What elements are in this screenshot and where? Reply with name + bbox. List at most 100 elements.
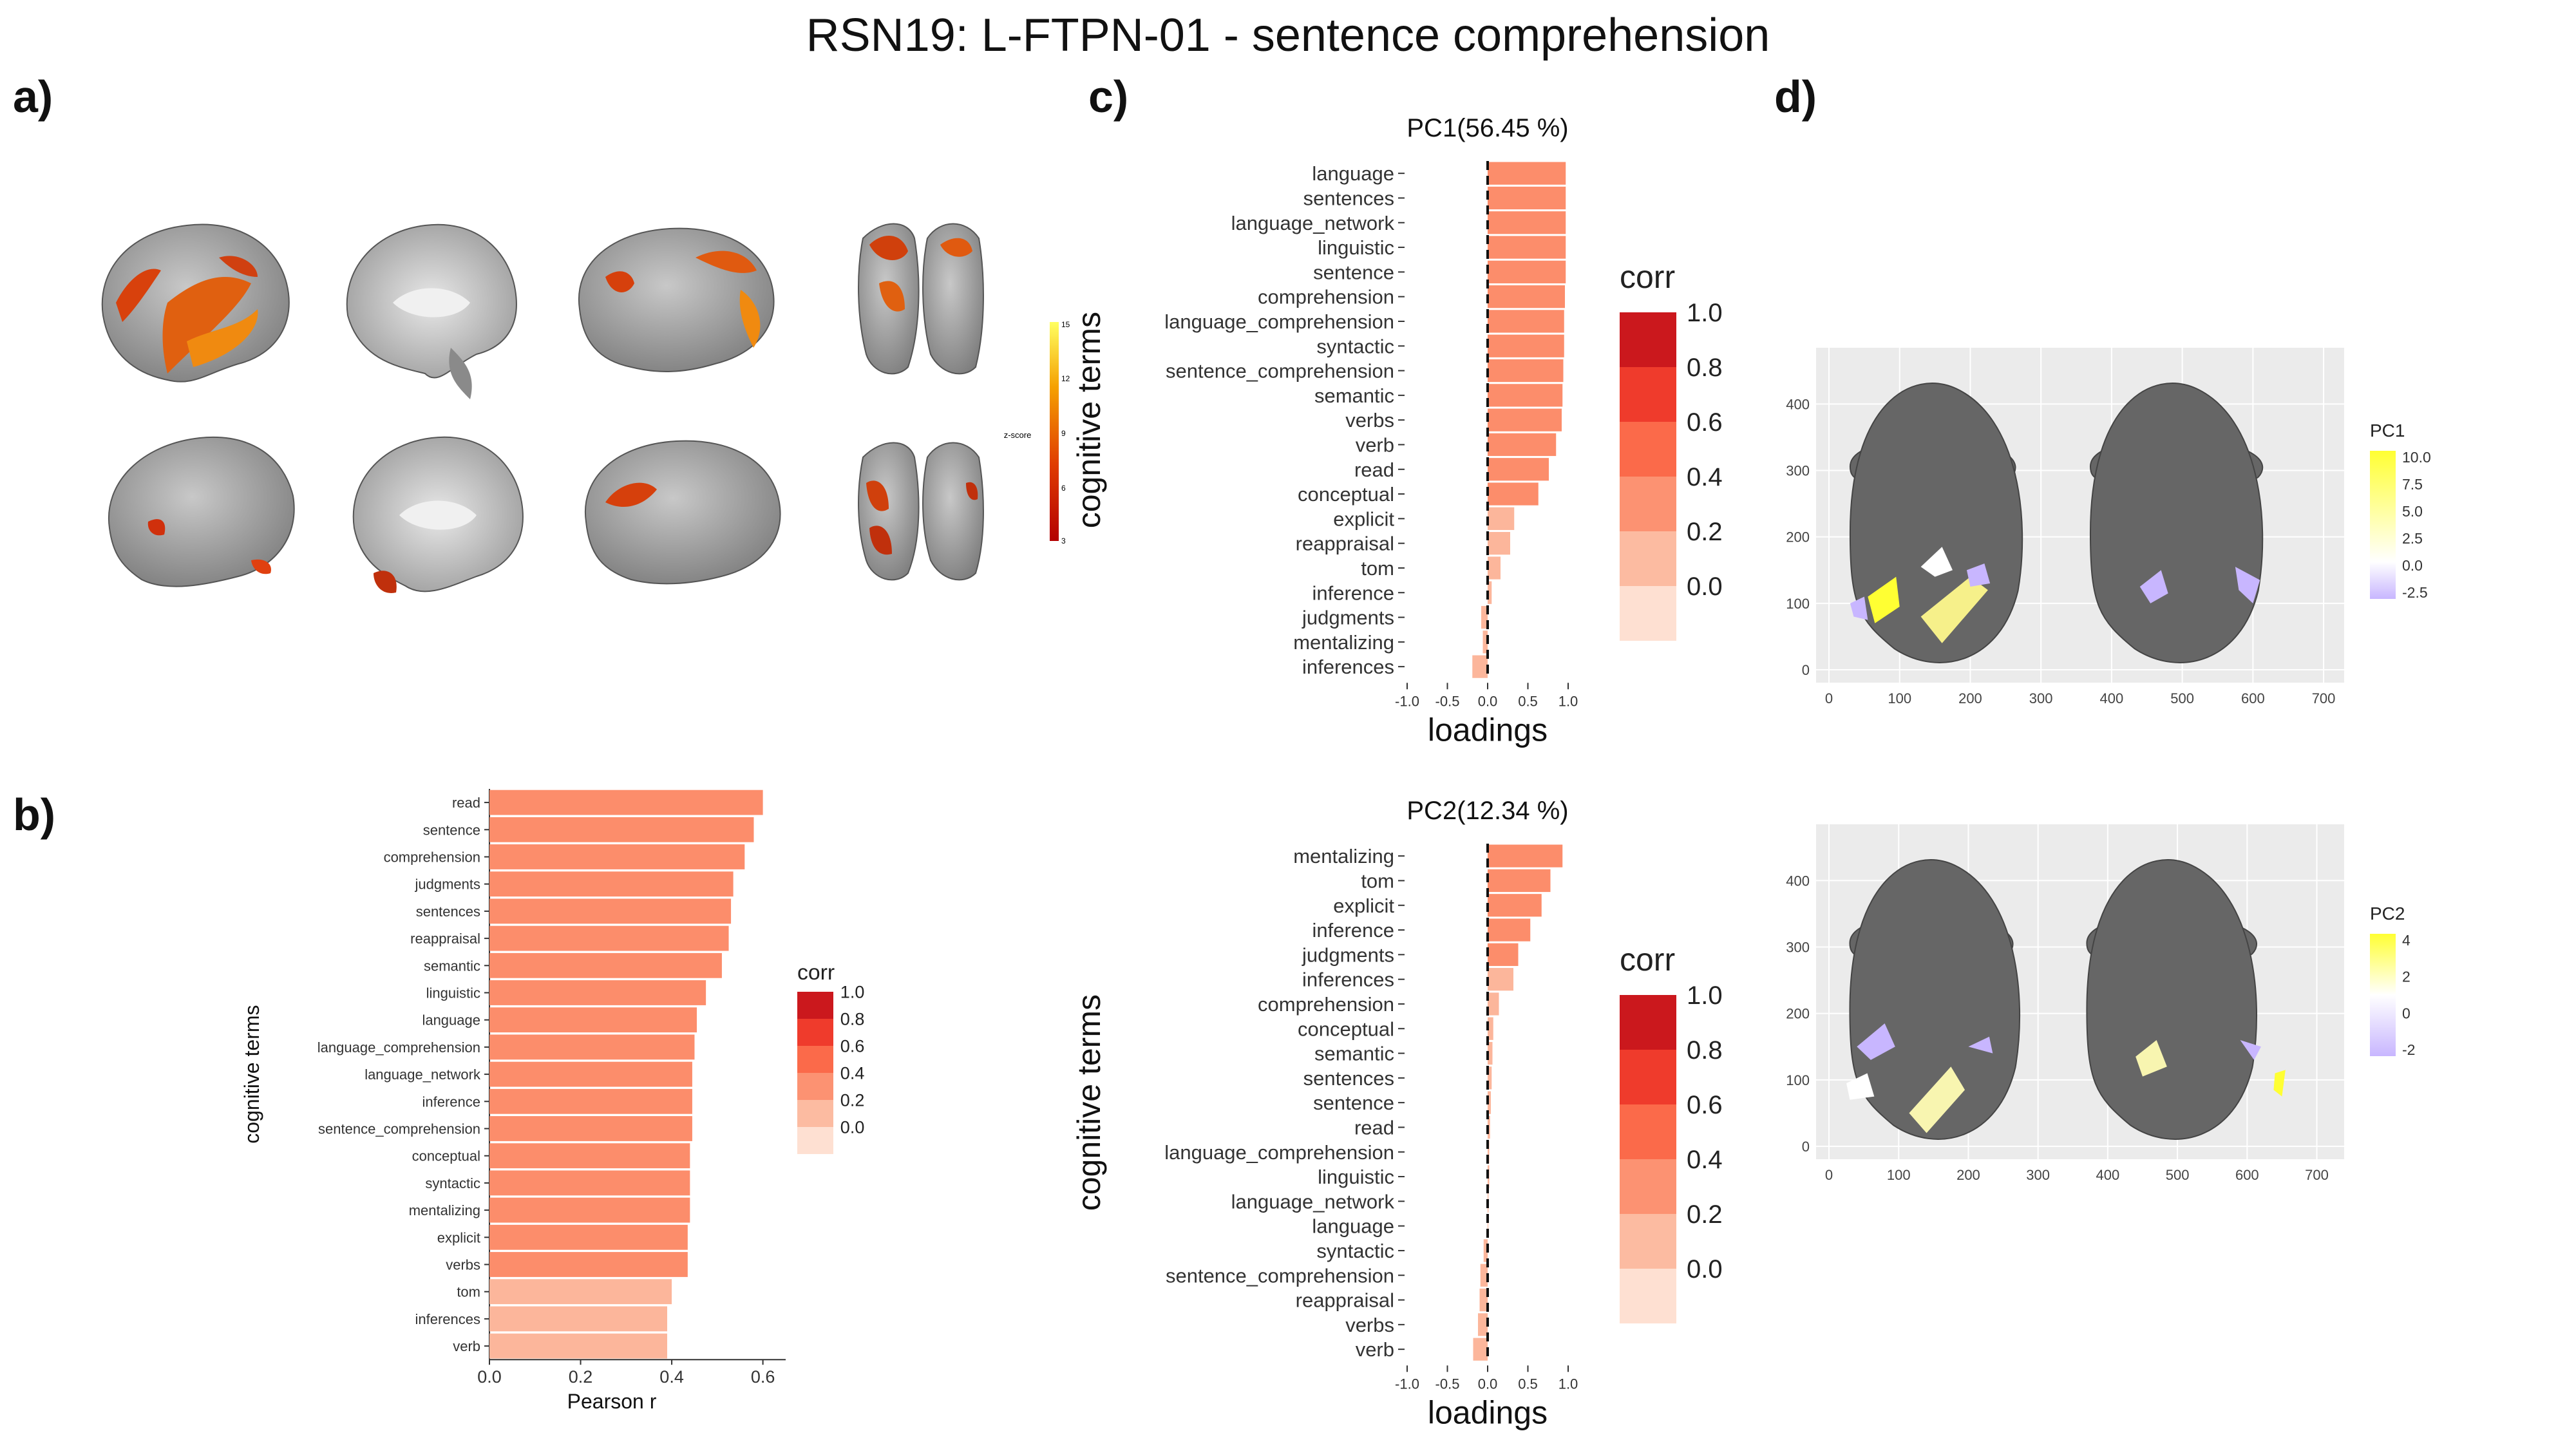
- zscore-tick-9: 9: [1061, 429, 1066, 438]
- bar: [1488, 310, 1564, 333]
- legend-label: 0.6: [1687, 408, 1723, 437]
- category-label: tom: [1361, 557, 1394, 580]
- bar: [489, 1279, 672, 1305]
- y-tick-label: 200: [1786, 1006, 1810, 1022]
- category-label: mentalizing: [1293, 631, 1394, 654]
- bar: [1488, 236, 1566, 259]
- zscore-tick-6: 6: [1061, 484, 1066, 493]
- brain-medial-right-top: [578, 227, 775, 372]
- bar: [489, 1034, 695, 1060]
- x-tick-label: 0.2: [569, 1367, 593, 1387]
- legend-swatch: [1620, 422, 1676, 477]
- category-label: verbs: [446, 1257, 480, 1273]
- bar: [489, 844, 745, 869]
- bar: [1488, 260, 1566, 283]
- category-label: judgments: [1302, 607, 1394, 629]
- bar: [1488, 992, 1499, 1016]
- region-high: [2136, 1039, 2167, 1077]
- legend-label: 0.2: [1687, 1200, 1723, 1229]
- region-high: [2273, 1070, 2286, 1097]
- zscore-tick-3: 3: [1061, 536, 1066, 545]
- zscore-tick-12: 12: [1061, 374, 1070, 383]
- category-label: explicit: [1333, 895, 1394, 917]
- legend-label: 0.4: [1687, 463, 1723, 491]
- category-label: verbs: [1345, 409, 1394, 431]
- category-label: verb: [1356, 433, 1394, 456]
- bar: [1483, 1239, 1488, 1262]
- category-label: read: [452, 795, 480, 811]
- legend-swatch: [797, 1073, 833, 1100]
- legend-label: 10.0: [2402, 449, 2431, 466]
- chart-title: PC1(56.45 %): [1406, 114, 1568, 142]
- bar: [1488, 433, 1557, 457]
- bar: [1488, 507, 1515, 530]
- x-tick-label: 100: [1888, 690, 1911, 706]
- y-tick-label: 400: [1786, 873, 1810, 889]
- legend-label: -2: [2402, 1041, 2415, 1058]
- bar: [1488, 285, 1565, 308]
- x-tick-label: -0.5: [1435, 1376, 1460, 1392]
- category-label: explicit: [1333, 507, 1394, 530]
- legend-swatch: [797, 1019, 833, 1046]
- zscore-label: z-score: [1004, 430, 1032, 440]
- legend-label: 0.6: [840, 1036, 865, 1056]
- category-label: sentences: [416, 904, 480, 920]
- y-tick-label: 400: [1786, 396, 1810, 412]
- category-label: mentalizing: [1293, 845, 1394, 867]
- x-tick-label: 100: [1887, 1167, 1911, 1183]
- category-label: linguistic: [1318, 1166, 1394, 1188]
- bar: [1488, 556, 1501, 580]
- category-label: semantic: [1314, 384, 1394, 407]
- category-label: conceptual: [412, 1148, 480, 1164]
- bar: [1480, 1264, 1488, 1287]
- legend-swatch: [797, 1046, 833, 1073]
- x-tick-label: 1.0: [1558, 1376, 1578, 1392]
- x-axis-title: loadings: [1428, 712, 1548, 748]
- legend-title: PC1: [2370, 421, 2405, 440]
- figure-title: RSN19: L-FTPN-01 - sentence comprehensio…: [806, 10, 1770, 61]
- legend-label: 4: [2402, 932, 2410, 949]
- brain-medial-slice-bottom: [352, 436, 524, 593]
- x-tick-label: 500: [2166, 1167, 2190, 1183]
- bar: [489, 1007, 697, 1033]
- x-tick-label: 300: [2026, 1167, 2050, 1183]
- panel-a-brain-maps: z-score 15 12 9 6 3: [101, 223, 1070, 593]
- category-label: reappraisal: [410, 931, 480, 947]
- region-low: [1968, 1036, 1993, 1054]
- x-tick-label: 0.0: [1478, 1376, 1498, 1392]
- legend-label: 1.0: [1687, 299, 1723, 327]
- category-label: inferences: [1302, 656, 1394, 678]
- legend-swatch: [1620, 477, 1676, 531]
- x-tick-label: 700: [2312, 690, 2336, 706]
- category-label: language_comprehension: [317, 1039, 480, 1056]
- category-label: comprehension: [1258, 286, 1394, 308]
- legend-label: 2: [2402, 969, 2410, 985]
- category-label: conceptual: [1298, 1018, 1394, 1040]
- x-tick-label: 0.5: [1518, 1376, 1538, 1392]
- category-label: language: [1312, 1215, 1394, 1238]
- category-label: sentence_comprehension: [1166, 360, 1394, 383]
- region-low: [2235, 567, 2260, 603]
- category-label: semantic: [424, 958, 480, 974]
- bar: [489, 1061, 692, 1087]
- x-tick-label: 200: [1956, 1167, 1980, 1183]
- panel-label-b: b): [13, 790, 56, 840]
- legend-swatch: [1620, 367, 1676, 422]
- bar: [1478, 1313, 1488, 1336]
- legend-label: 0.8: [1687, 1036, 1723, 1065]
- legend-label: 0.8: [840, 1009, 865, 1028]
- legend-colorbar: [2370, 451, 2396, 599]
- bar: [489, 1252, 688, 1277]
- bar: [1488, 384, 1563, 407]
- category-label: language_comprehension: [1164, 1141, 1394, 1164]
- brain-medial-left-bottom: [584, 440, 781, 585]
- category-label: linguistic: [1318, 236, 1394, 259]
- brain-surface: [2089, 383, 2264, 663]
- x-tick-label: -0.5: [1435, 693, 1460, 709]
- zscore-tick-15: 15: [1061, 320, 1070, 329]
- bar: [489, 1197, 690, 1223]
- category-label: tom: [1361, 869, 1394, 892]
- x-axis-title: loadings: [1428, 1394, 1548, 1430]
- category-label: conceptual: [1298, 483, 1394, 506]
- panel-d-pc1-map: 0 100 200 300 400 500 600 700 0 100 200 300 400 PC1 10…: [1786, 348, 2431, 706]
